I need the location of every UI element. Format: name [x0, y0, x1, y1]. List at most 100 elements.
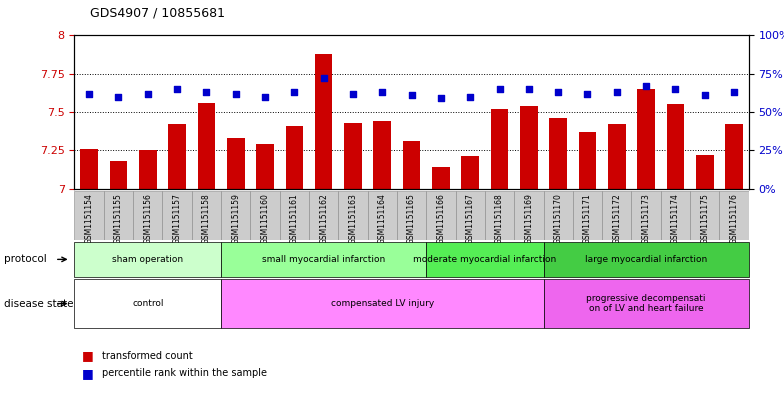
- Point: [230, 90, 242, 97]
- Bar: [456, 191, 485, 240]
- Text: percentile rank within the sample: percentile rank within the sample: [102, 368, 267, 378]
- Point: [699, 92, 711, 98]
- Point: [200, 89, 212, 95]
- Bar: [661, 191, 690, 240]
- Text: GSM1151176: GSM1151176: [730, 193, 739, 244]
- Bar: [162, 191, 192, 240]
- Text: GSM1151161: GSM1151161: [290, 193, 299, 244]
- Bar: [192, 191, 221, 240]
- Text: GSM1151156: GSM1151156: [143, 193, 152, 244]
- Point: [611, 89, 623, 95]
- Bar: [280, 191, 309, 240]
- Point: [171, 86, 183, 92]
- Bar: [250, 191, 280, 240]
- Text: sham operation: sham operation: [112, 255, 183, 264]
- Bar: [690, 191, 720, 240]
- Bar: [491, 109, 508, 189]
- Bar: [426, 191, 456, 240]
- Text: GSM1151173: GSM1151173: [641, 193, 651, 244]
- Text: GSM1151172: GSM1151172: [612, 193, 621, 244]
- Text: GSM1151169: GSM1151169: [524, 193, 533, 244]
- Point: [259, 94, 271, 100]
- Bar: [520, 106, 538, 189]
- Bar: [139, 150, 157, 189]
- Text: disease state: disease state: [4, 299, 74, 309]
- Text: progressive decompensati
on of LV and heart failure: progressive decompensati on of LV and he…: [586, 294, 706, 313]
- Text: GSM1151157: GSM1151157: [172, 193, 182, 244]
- Text: GSM1151159: GSM1151159: [231, 193, 240, 244]
- Bar: [631, 191, 661, 240]
- Bar: [432, 167, 450, 189]
- Bar: [637, 89, 655, 189]
- Text: GSM1151170: GSM1151170: [554, 193, 563, 244]
- Bar: [256, 144, 274, 189]
- Bar: [373, 121, 391, 189]
- Text: GSM1151160: GSM1151160: [260, 193, 270, 244]
- Bar: [397, 191, 426, 240]
- Bar: [339, 191, 368, 240]
- Text: moderate myocardial infarction: moderate myocardial infarction: [413, 255, 557, 264]
- Point: [581, 90, 593, 97]
- Point: [493, 86, 506, 92]
- Point: [288, 89, 300, 95]
- Bar: [285, 126, 303, 189]
- Point: [347, 90, 359, 97]
- Point: [523, 86, 535, 92]
- Bar: [344, 123, 361, 189]
- Bar: [315, 54, 332, 189]
- Text: GSM1151162: GSM1151162: [319, 193, 328, 244]
- Bar: [666, 104, 684, 189]
- Text: GSM1151168: GSM1151168: [495, 193, 504, 244]
- Text: GSM1151166: GSM1151166: [437, 193, 445, 244]
- Text: small myocardial infarction: small myocardial infarction: [262, 255, 385, 264]
- Bar: [169, 124, 186, 189]
- Point: [141, 90, 154, 97]
- Point: [640, 83, 652, 89]
- Text: GSM1151163: GSM1151163: [348, 193, 358, 244]
- Bar: [485, 191, 514, 240]
- Text: GDS4907 / 10855681: GDS4907 / 10855681: [90, 7, 225, 20]
- Text: compensated LV injury: compensated LV injury: [331, 299, 434, 308]
- Bar: [725, 124, 743, 189]
- Point: [83, 90, 96, 97]
- Bar: [550, 118, 567, 189]
- Point: [728, 89, 740, 95]
- Text: GSM1151165: GSM1151165: [407, 193, 416, 244]
- Bar: [110, 161, 127, 189]
- Point: [405, 92, 418, 98]
- Bar: [198, 103, 215, 189]
- Point: [376, 89, 389, 95]
- Bar: [579, 132, 597, 189]
- Text: GSM1151174: GSM1151174: [671, 193, 680, 244]
- Point: [434, 95, 447, 101]
- Text: ■: ■: [82, 349, 94, 362]
- Bar: [227, 138, 245, 189]
- Bar: [514, 191, 543, 240]
- Text: transformed count: transformed count: [102, 351, 193, 361]
- Text: GSM1151164: GSM1151164: [378, 193, 387, 244]
- Text: protocol: protocol: [4, 254, 47, 264]
- Bar: [221, 191, 250, 240]
- Bar: [462, 156, 479, 189]
- Text: large myocardial infarction: large myocardial infarction: [585, 255, 707, 264]
- Bar: [80, 149, 98, 189]
- Point: [552, 89, 564, 95]
- Bar: [368, 191, 397, 240]
- Text: GSM1151154: GSM1151154: [85, 193, 93, 244]
- Bar: [696, 155, 713, 189]
- Text: GSM1151155: GSM1151155: [114, 193, 123, 244]
- Text: control: control: [132, 299, 164, 308]
- Bar: [543, 191, 573, 240]
- Text: GSM1151158: GSM1151158: [202, 193, 211, 244]
- Text: GSM1151175: GSM1151175: [700, 193, 710, 244]
- Point: [318, 75, 330, 81]
- Point: [112, 94, 125, 100]
- Bar: [573, 191, 602, 240]
- Text: ■: ■: [82, 367, 94, 380]
- Text: GSM1151167: GSM1151167: [466, 193, 475, 244]
- Bar: [602, 191, 631, 240]
- Bar: [133, 191, 162, 240]
- Bar: [608, 124, 626, 189]
- Bar: [403, 141, 420, 189]
- Point: [464, 94, 477, 100]
